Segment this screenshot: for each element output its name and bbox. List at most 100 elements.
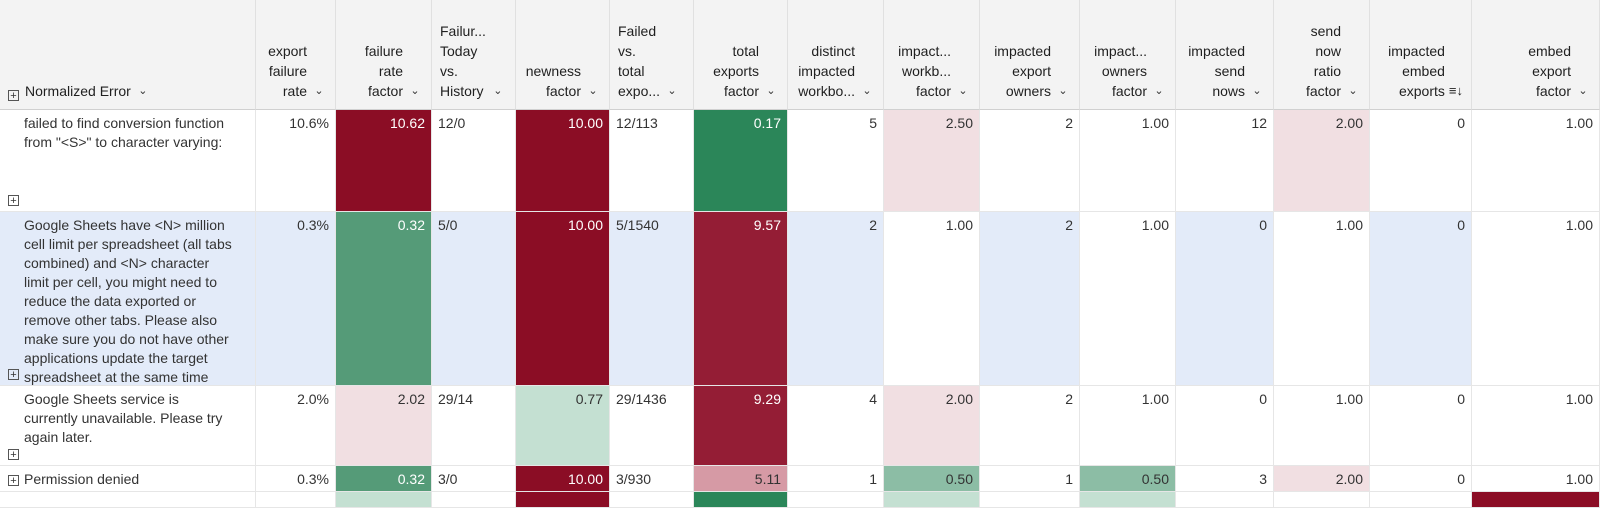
error-message-line: from "<S>" to character varying:: [24, 134, 223, 150]
error-message-line: Google Sheets have <N> million: [24, 217, 225, 233]
column-header-label-line: factor: [1535, 83, 1571, 99]
column-header-label-wrap: impact... owners factor ⌄: [1094, 41, 1167, 101]
column-header-label-line: factor: [367, 83, 403, 99]
table-cell-impacted-workbooks-factor: 0.50: [884, 466, 980, 492]
plus-icon[interactable]: +: [8, 475, 19, 487]
table-row-error[interactable]: Permission denied +: [0, 466, 256, 492]
column-header-distinct-impacted-workbooks[interactable]: distinct impacted workbo... ⌄: [788, 0, 884, 110]
table-cell-impacted-embed-exports: 0: [1370, 110, 1472, 212]
table-cell-impacted-embed-exports: 0: [1370, 466, 1472, 492]
column-header-impacted-embed-exports[interactable]: impacted embed exports ≡↓: [1370, 0, 1472, 110]
chevron-down-icon[interactable]: ⌄: [410, 85, 420, 97]
table-row-error[interactable]: failed to find conversion function from "…: [0, 110, 256, 212]
column-header-newness-factor[interactable]: newness factor ⌄: [516, 0, 610, 110]
column-header-label: Failur... Today vs. History: [440, 21, 486, 101]
column-header-label-line: workb...: [901, 63, 951, 79]
column-header-failure-rate-factor[interactable]: failure rate factor ⌄: [336, 0, 432, 110]
error-message-line: Google Sheets service is: [24, 391, 179, 407]
table-row-partial: [788, 492, 884, 508]
column-header-label: impact... owners factor: [1094, 41, 1147, 101]
column-header-label-wrap: impacted embed exports ≡↓: [1388, 41, 1463, 101]
table-cell-impacted-export-owners: 2: [980, 386, 1080, 466]
chevron-down-icon[interactable]: ⌄: [1348, 85, 1358, 97]
column-header-label: distinct impacted workbo...: [798, 41, 855, 101]
chevron-down-icon[interactable]: ⌄: [1578, 85, 1588, 97]
column-header-send-now-ratio-factor[interactable]: send now ratio factor ⌄: [1274, 0, 1370, 110]
table-row-partial: [1176, 492, 1274, 508]
table-cell-export-failure-rate: 0.3%: [256, 212, 336, 386]
column-header-label: impacted send nows: [1188, 41, 1245, 101]
table-row-partial: [884, 492, 980, 508]
column-header-label-line: Failed: [618, 23, 657, 39]
column-header-label-wrap: failure rate factor ⌄: [365, 41, 423, 101]
column-header-label-wrap: embed export factor ⌄: [1528, 41, 1591, 101]
chevron-down-icon[interactable]: ⌄: [766, 85, 776, 97]
column-header-label-wrap: total exports factor ⌄: [713, 41, 779, 101]
table-row-partial: [1080, 492, 1176, 508]
chevron-down-icon[interactable]: ⌄: [667, 85, 677, 97]
error-message: Permission denied: [24, 470, 249, 489]
column-header-impacted-send-nows[interactable]: impacted send nows ⌄: [1176, 0, 1274, 110]
table-cell-failure-rate-factor: 0.32: [336, 466, 432, 492]
column-header-label-line: factor: [1111, 83, 1147, 99]
table-cell-impacted-embed-exports: 0: [1370, 386, 1472, 466]
column-header-label-line: failure: [364, 43, 403, 59]
column-header-export-failure-rate[interactable]: export failure rate ⌄: [256, 0, 336, 110]
column-header-normalized-error[interactable]: + Normalized Error ⌄: [0, 0, 256, 110]
table-row-error[interactable]: Google Sheets have <N> million cell limit…: [0, 212, 256, 386]
table-cell-impacted-export-owners: 2: [980, 212, 1080, 386]
table-cell-failed-vs-total: 12/113: [610, 110, 694, 212]
column-header-total-exports-factor[interactable]: total exports factor ⌄: [694, 0, 788, 110]
chevron-down-icon[interactable]: ⌄: [862, 85, 872, 97]
plus-icon[interactable]: +: [8, 369, 19, 381]
chevron-down-icon[interactable]: ⌄: [493, 85, 503, 97]
column-header-label: impacted embed exports: [1388, 41, 1445, 101]
plus-icon[interactable]: +: [8, 449, 19, 461]
table-row-error[interactable]: Google Sheets service is currently unavai…: [0, 386, 256, 466]
sort-descending-icon[interactable]: ≡↓: [1448, 83, 1463, 98]
column-header-label-line: embed: [1528, 43, 1571, 59]
column-header-label-line: Normalized Error: [25, 83, 131, 99]
table-row-partial: [336, 492, 432, 508]
chevron-down-icon[interactable]: ⌄: [314, 85, 324, 97]
column-header-impacted-export-owners[interactable]: impacted export owners ⌄: [980, 0, 1080, 110]
column-header-embed-export-factor[interactable]: embed export factor ⌄: [1472, 0, 1600, 110]
table-cell-impacted-send-nows: 0: [1176, 386, 1274, 466]
column-header-label: failure rate factor: [365, 41, 403, 101]
chevron-down-icon[interactable]: ⌄: [1154, 85, 1164, 97]
table-cell-export-failure-rate: 10.6%: [256, 110, 336, 212]
table-cell-impacted-workbooks-factor: 2.50: [884, 110, 980, 212]
table-cell-send-now-ratio-factor: 1.00: [1274, 386, 1370, 466]
column-header-impacted-owners-factor[interactable]: impact... owners factor ⌄: [1080, 0, 1176, 110]
column-header-label-line: embed: [1402, 63, 1445, 79]
column-header-label-line: rate: [282, 83, 307, 99]
table-cell-impacted-workbooks-factor: 2.00: [884, 386, 980, 466]
chevron-down-icon[interactable]: ⌄: [1058, 85, 1068, 97]
error-message-line: combined) and <N> character: [24, 255, 210, 271]
chevron-down-icon[interactable]: ⌄: [958, 85, 968, 97]
column-header-label-line: impact...: [898, 43, 951, 59]
error-message-line: limit per cell, you might need to: [24, 274, 217, 290]
error-message-line: currently unavailable. Please try: [24, 410, 223, 426]
chevron-down-icon[interactable]: ⌄: [588, 85, 598, 97]
chevron-down-icon[interactable]: ⌄: [1252, 85, 1262, 97]
column-header-label-line: owners: [1101, 63, 1147, 79]
column-header-label-line: export: [1012, 63, 1051, 79]
error-message: failed to find conversion function from "…: [24, 114, 249, 152]
column-header-label: newness factor: [526, 61, 581, 101]
table-cell-failed-vs-total: 29/1436: [610, 386, 694, 466]
column-header-impacted-workbooks-factor[interactable]: impact... workb... factor ⌄: [884, 0, 980, 110]
column-header-label-line: impacted: [1388, 43, 1445, 59]
plus-icon[interactable]: +: [8, 90, 19, 102]
column-header-label: impact... workb... factor: [898, 41, 951, 101]
table-cell-total-exports-factor: 9.57: [694, 212, 788, 386]
table-cell-send-now-ratio-factor: 2.00: [1274, 110, 1370, 212]
column-header-label-line: failure: [268, 63, 307, 79]
chevron-down-icon[interactable]: ⌄: [138, 85, 148, 97]
plus-icon[interactable]: +: [8, 195, 19, 207]
column-header-label-line: newness: [525, 63, 581, 79]
column-header-failure-today-history[interactable]: Failur... Today vs. History ⌄: [432, 0, 516, 110]
column-header-label-wrap: send now ratio factor ⌄: [1306, 21, 1361, 101]
column-header-failed-vs-total[interactable]: Failed vs. total expo... ⌄: [610, 0, 694, 110]
